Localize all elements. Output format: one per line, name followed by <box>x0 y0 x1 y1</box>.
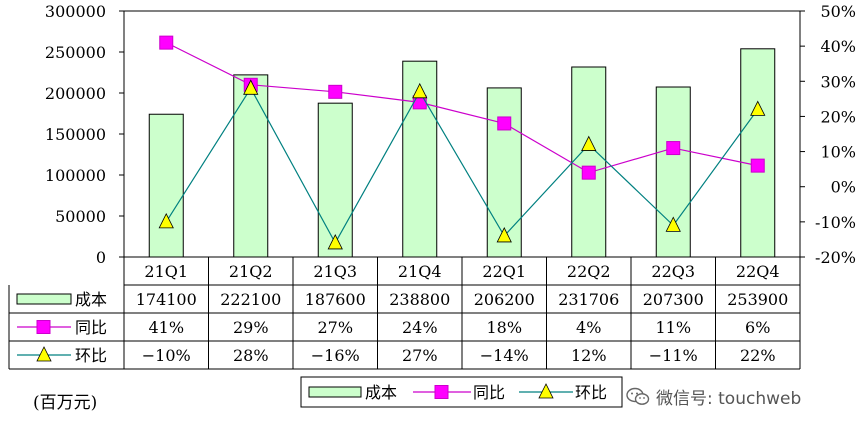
table-row-label: 同比 <box>75 318 107 337</box>
x-tick-label: 21Q1 <box>144 262 188 281</box>
unit-label: (百万元) <box>33 393 98 413</box>
bar-series <box>148 48 776 258</box>
legend-key-yoy-marker <box>434 385 449 399</box>
table-cell: 222100 <box>220 290 281 309</box>
right-axis-tick-label: -20% <box>815 248 856 267</box>
table-cell: 29% <box>233 318 269 337</box>
table-cell: 41% <box>148 318 184 337</box>
table-cell: 206200 <box>474 290 535 309</box>
x-tick-label: 22Q3 <box>651 262 695 281</box>
bar-cost-21Q2 <box>233 74 269 258</box>
table-cell: 174100 <box>136 290 197 309</box>
table-key-square <box>36 320 51 334</box>
bar-cost-22Q2 <box>571 66 607 258</box>
table-cell: −11% <box>649 346 698 365</box>
table-cell: 231706 <box>558 290 619 309</box>
table-cell: 24% <box>402 318 438 337</box>
x-tick-label: 21Q2 <box>229 262 273 281</box>
left-axis-tick-label: 200000 <box>45 84 106 103</box>
legend-label-cost: 成本 <box>365 383 397 402</box>
plot-area <box>123 10 801 258</box>
left-axis-tick-label: 50000 <box>55 207 106 226</box>
marker-qoq-21Q1 <box>158 212 174 229</box>
legend-label-qoq: 环比 <box>575 383 607 402</box>
table-cell: −16% <box>311 346 360 365</box>
marker-yoy-22Q1 <box>497 116 512 131</box>
left-axis-tick-label: 150000 <box>45 125 106 144</box>
wechat-icon <box>626 387 650 405</box>
table-cell: 4% <box>576 318 601 337</box>
x-tick-label: 22Q4 <box>736 262 780 281</box>
marker-qoq-22Q3 <box>665 216 681 232</box>
line-series <box>158 35 766 250</box>
table-cell: 28% <box>233 346 269 365</box>
table-cell: 18% <box>486 318 522 337</box>
table-row-label: 环比 <box>75 346 107 365</box>
table-cell: 11% <box>655 318 691 337</box>
data-table: 21Q1 21Q2 21Q3 21Q4 22Q1 22Q2 22Q3 22Q4 成本 174100… <box>8 257 801 370</box>
table-cell: 22% <box>740 346 776 365</box>
table-cell: 12% <box>571 346 607 365</box>
bar-cost-22Q3 <box>655 86 691 258</box>
marker-yoy-22Q4 <box>750 158 765 173</box>
table-cell: 238800 <box>389 290 450 309</box>
table-cell: 27% <box>402 346 438 365</box>
x-tick-label: 21Q4 <box>398 262 442 281</box>
marker-qoq-22Q4 <box>750 100 766 116</box>
marker-qoq-21Q4 <box>412 82 428 99</box>
x-tick-label: 21Q3 <box>313 262 357 281</box>
table-key-cost <box>16 293 72 305</box>
table-row-label: 成本 <box>75 290 107 309</box>
table-cell: 207300 <box>643 290 704 309</box>
bar-cost-22Q4 <box>740 48 776 258</box>
bar-cost-21Q3 <box>317 102 353 258</box>
right-axis-tick-label: 10% <box>820 143 856 162</box>
marker-qoq-21Q2 <box>243 79 259 95</box>
plot-frame <box>123 10 801 258</box>
marker-yoy-21Q3 <box>328 84 343 99</box>
table-key-triangle <box>36 346 52 362</box>
right-axis-tick-label: 20% <box>820 107 856 126</box>
line-qoq <box>165 87 759 245</box>
right-axis-tick-label: 30% <box>820 72 856 91</box>
left-axis-tick-label: 300000 <box>45 2 106 21</box>
legend: 成本 同比 环比 <box>300 376 623 408</box>
marker-yoy-22Q2 <box>581 165 596 180</box>
right-axis-tick-label: 40% <box>820 37 856 56</box>
right-axis-tick-label: 0% <box>831 178 856 197</box>
x-tick-label: 22Q2 <box>567 262 611 281</box>
left-axis-tick-label: 250000 <box>45 43 106 62</box>
watermark: 微信号: touchweb <box>626 384 801 409</box>
watermark-text: 微信号: touchweb <box>656 389 802 409</box>
left-axis-tick-label: 0 <box>96 248 106 267</box>
axes: 0 50000 100000 150000 200000 250000 300000 -20%… <box>45 2 856 267</box>
bar-cost-21Q4 <box>402 60 438 258</box>
table-cell: 253900 <box>727 290 788 309</box>
left-axis-tick-label: 100000 <box>45 166 106 185</box>
table-cell: 187600 <box>305 290 366 309</box>
marker-qoq-21Q3 <box>327 234 343 250</box>
bar-cost-21Q1 <box>148 113 184 258</box>
legend-label-yoy: 同比 <box>473 383 505 402</box>
legend-key-qoq-marker <box>538 383 554 399</box>
table-cell: −14% <box>480 346 529 365</box>
marker-yoy-22Q3 <box>666 141 681 156</box>
right-axis-tick-label: -10% <box>815 213 856 232</box>
marker-qoq-22Q1 <box>496 227 512 243</box>
table-cell: 27% <box>317 318 353 337</box>
marker-yoy-21Q1 <box>159 35 174 50</box>
x-tick-label: 22Q1 <box>482 262 526 281</box>
right-axis-tick-label: 50% <box>820 2 856 21</box>
line-yoy <box>165 42 758 174</box>
table-cell: −10% <box>142 346 191 365</box>
marker-qoq-22Q2 <box>581 135 597 151</box>
table-cell: 6% <box>745 318 770 337</box>
legend-key-cost <box>308 386 362 398</box>
